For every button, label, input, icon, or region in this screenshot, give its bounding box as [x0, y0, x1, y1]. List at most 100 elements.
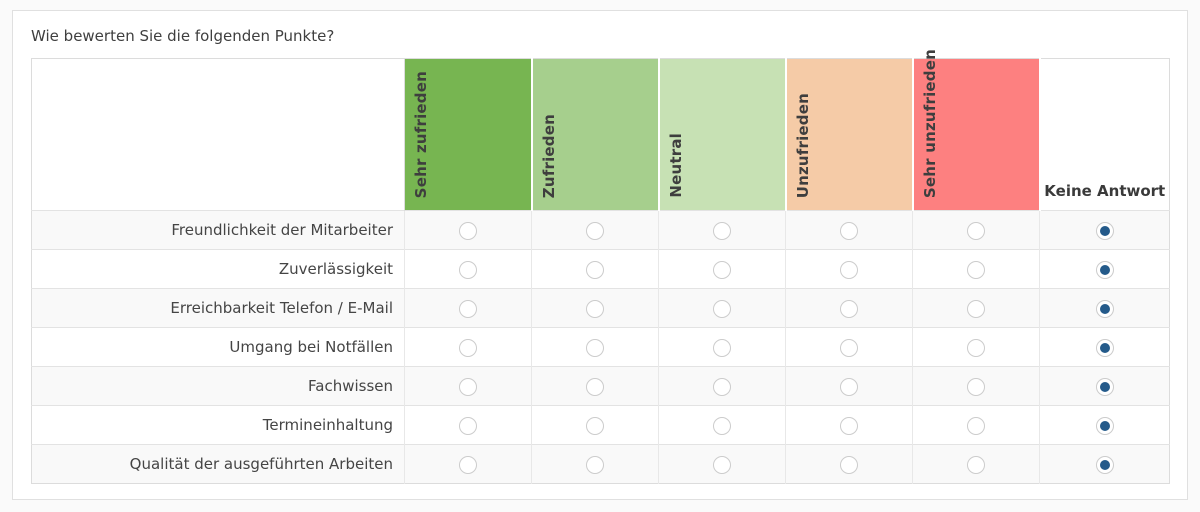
- question-panel: Wie bewerten Sie die folgenden Punkte? S…: [12, 10, 1188, 500]
- radio-no-answer[interactable]: [1095, 338, 1114, 357]
- radio-option[interactable]: [840, 416, 858, 435]
- radio-option[interactable]: [967, 416, 985, 435]
- radio-option[interactable]: [586, 416, 604, 435]
- column-header-label: Zufrieden: [539, 113, 558, 198]
- option-cell: [404, 405, 532, 445]
- radio-no-answer[interactable]: [1095, 377, 1114, 396]
- radio-option[interactable]: [586, 221, 604, 240]
- matrix-body: Freundlichkeit der Mitarbeiter Zuverlässi…: [31, 210, 1170, 484]
- column-header-cell: Neutral: [657, 58, 786, 211]
- column-header-cell: Sehr zufrieden: [404, 58, 532, 211]
- matrix-header-row: Sehr zufrieden Zufrieden Neutral Unzufriede…: [31, 49, 1170, 211]
- table-row: Zuverlässigkeit: [31, 249, 1170, 289]
- option-cell: [785, 327, 913, 367]
- option-cell: [785, 210, 913, 250]
- radio-option[interactable]: [840, 260, 858, 279]
- column-header-label: Sehr unzufrieden: [920, 48, 939, 198]
- radio-option[interactable]: [459, 338, 477, 357]
- option-cell: [404, 444, 532, 484]
- no-answer-cell: [1039, 405, 1170, 445]
- option-cell: [658, 366, 786, 406]
- option-cell: [658, 327, 786, 367]
- row-label: Freundlichkeit der Mitarbeiter: [31, 210, 405, 250]
- radio-option[interactable]: [840, 455, 858, 474]
- matrix-corner-cell: [31, 58, 405, 211]
- option-cell: [912, 210, 1040, 250]
- radio-no-answer[interactable]: [1095, 416, 1114, 435]
- row-label: Erreichbarkeit Telefon / E-Mail: [31, 288, 405, 328]
- radio-option[interactable]: [967, 299, 985, 318]
- radio-no-answer[interactable]: [1095, 221, 1114, 240]
- option-cell: [531, 444, 659, 484]
- table-row: Umgang bei Notfällen: [31, 327, 1170, 367]
- option-cell: [785, 249, 913, 289]
- no-answer-cell: [1039, 366, 1170, 406]
- option-cell: [785, 444, 913, 484]
- table-row: Erreichbarkeit Telefon / E-Mail: [31, 288, 1170, 328]
- row-label: Termineinhaltung: [31, 405, 405, 445]
- radio-option[interactable]: [713, 221, 731, 240]
- table-row: Qualität der ausgeführten Arbeiten: [31, 444, 1170, 484]
- radio-option[interactable]: [459, 455, 477, 474]
- row-label: Qualität der ausgeführten Arbeiten: [31, 444, 405, 484]
- radio-no-answer[interactable]: [1095, 299, 1114, 318]
- option-cell: [785, 405, 913, 445]
- column-header-cell: Unzufrieden: [784, 58, 913, 211]
- row-label: Zuverlässigkeit: [31, 249, 405, 289]
- no-answer-cell: [1039, 249, 1170, 289]
- radio-option[interactable]: [713, 416, 731, 435]
- option-cell: [912, 288, 1040, 328]
- question-title: Wie bewerten Sie die folgenden Punkte?: [31, 27, 335, 45]
- radio-option[interactable]: [586, 377, 604, 396]
- table-row: Termineinhaltung: [31, 405, 1170, 445]
- option-cell: [531, 405, 659, 445]
- no-answer-header-cell: Keine Antwort: [1038, 58, 1170, 211]
- radio-option[interactable]: [840, 377, 858, 396]
- radio-option[interactable]: [713, 299, 731, 318]
- radio-option[interactable]: [459, 416, 477, 435]
- table-row: Fachwissen: [31, 366, 1170, 406]
- radio-option[interactable]: [586, 338, 604, 357]
- radio-no-answer[interactable]: [1095, 455, 1114, 474]
- radio-option[interactable]: [713, 455, 731, 474]
- radio-option[interactable]: [586, 299, 604, 318]
- option-cell: [404, 327, 532, 367]
- option-cell: [404, 288, 532, 328]
- radio-option[interactable]: [459, 377, 477, 396]
- radio-option[interactable]: [459, 299, 477, 318]
- option-cell: [404, 366, 532, 406]
- radio-option[interactable]: [967, 338, 985, 357]
- radio-option[interactable]: [713, 260, 731, 279]
- radio-option[interactable]: [713, 377, 731, 396]
- option-cell: [658, 210, 786, 250]
- option-cell: [658, 288, 786, 328]
- radio-option[interactable]: [586, 455, 604, 474]
- radio-option[interactable]: [967, 221, 985, 240]
- radio-option[interactable]: [459, 260, 477, 279]
- option-cell: [658, 444, 786, 484]
- radio-option[interactable]: [840, 221, 858, 240]
- no-answer-cell: [1039, 288, 1170, 328]
- option-cell: [912, 444, 1040, 484]
- option-cell: [785, 366, 913, 406]
- option-cell: [912, 327, 1040, 367]
- radio-option[interactable]: [967, 260, 985, 279]
- column-header-cell: Zufrieden: [530, 58, 659, 211]
- table-row: Freundlichkeit der Mitarbeiter: [31, 210, 1170, 250]
- radio-no-answer[interactable]: [1095, 260, 1114, 279]
- radio-option[interactable]: [840, 299, 858, 318]
- option-cell: [912, 405, 1040, 445]
- matrix-header: Sehr zufrieden Zufrieden Neutral Unzufriede…: [31, 49, 1170, 211]
- radio-option[interactable]: [967, 455, 985, 474]
- column-header-label: Unzufrieden: [793, 92, 812, 198]
- no-answer-cell: [1039, 210, 1170, 250]
- radio-option[interactable]: [586, 260, 604, 279]
- radio-option[interactable]: [967, 377, 985, 396]
- row-label: Fachwissen: [31, 366, 405, 406]
- option-cell: [658, 405, 786, 445]
- no-answer-cell: [1039, 444, 1170, 484]
- radio-option[interactable]: [459, 221, 477, 240]
- radio-option[interactable]: [713, 338, 731, 357]
- radio-option[interactable]: [840, 338, 858, 357]
- option-cell: [531, 249, 659, 289]
